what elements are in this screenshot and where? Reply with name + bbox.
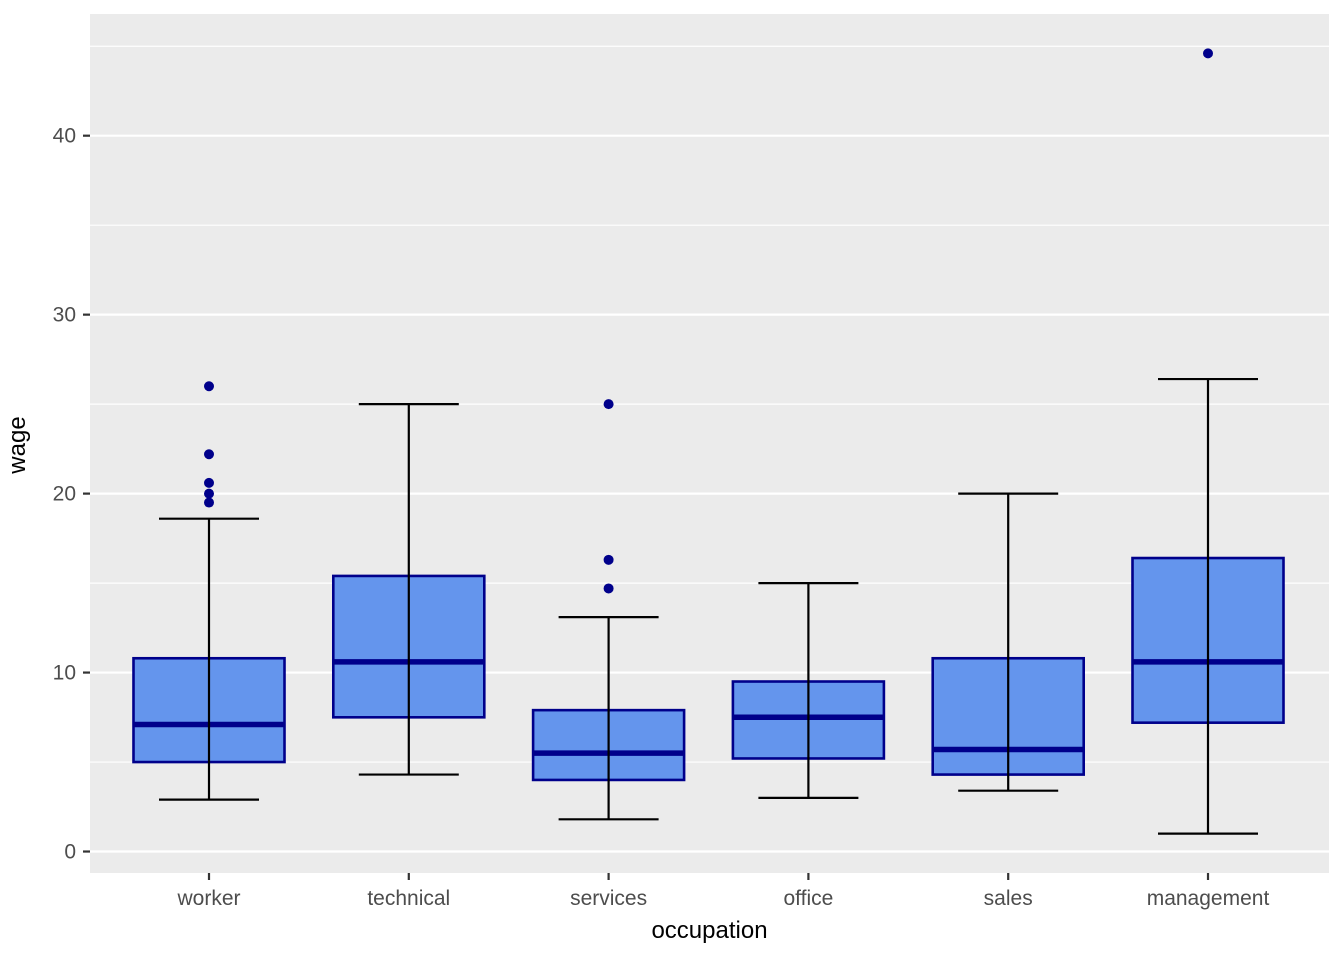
- x-axis-title: occupation: [651, 917, 768, 944]
- x-tick-label-sales: sales: [984, 887, 1033, 910]
- y-tick-label: 10: [53, 662, 76, 685]
- outlier-point-worker: [204, 477, 214, 488]
- y-tick-label: 20: [53, 483, 76, 506]
- outlier-point-worker: [204, 449, 214, 460]
- plot-panel: [90, 14, 1329, 873]
- outlier-point-management: [1203, 48, 1213, 59]
- y-tick-label: 40: [53, 125, 76, 148]
- outlier-point-services: [603, 554, 614, 565]
- outlier-point-worker: [204, 488, 214, 499]
- y-tick-label: 30: [53, 304, 76, 327]
- x-tick-label-worker: worker: [176, 887, 240, 910]
- x-tick-label-services: services: [570, 887, 647, 910]
- x-tick-label-office: office: [783, 887, 833, 910]
- y-tick-label: 0: [64, 841, 76, 864]
- outlier-point-worker: [204, 381, 214, 392]
- outlier-point-services: [603, 583, 614, 594]
- y-axis-title: wage: [4, 416, 31, 474]
- x-tick-label-management: management: [1147, 887, 1270, 910]
- x-tick-label-technical: technical: [367, 887, 450, 910]
- outlier-point-worker: [204, 497, 214, 508]
- outlier-point-services: [603, 399, 614, 410]
